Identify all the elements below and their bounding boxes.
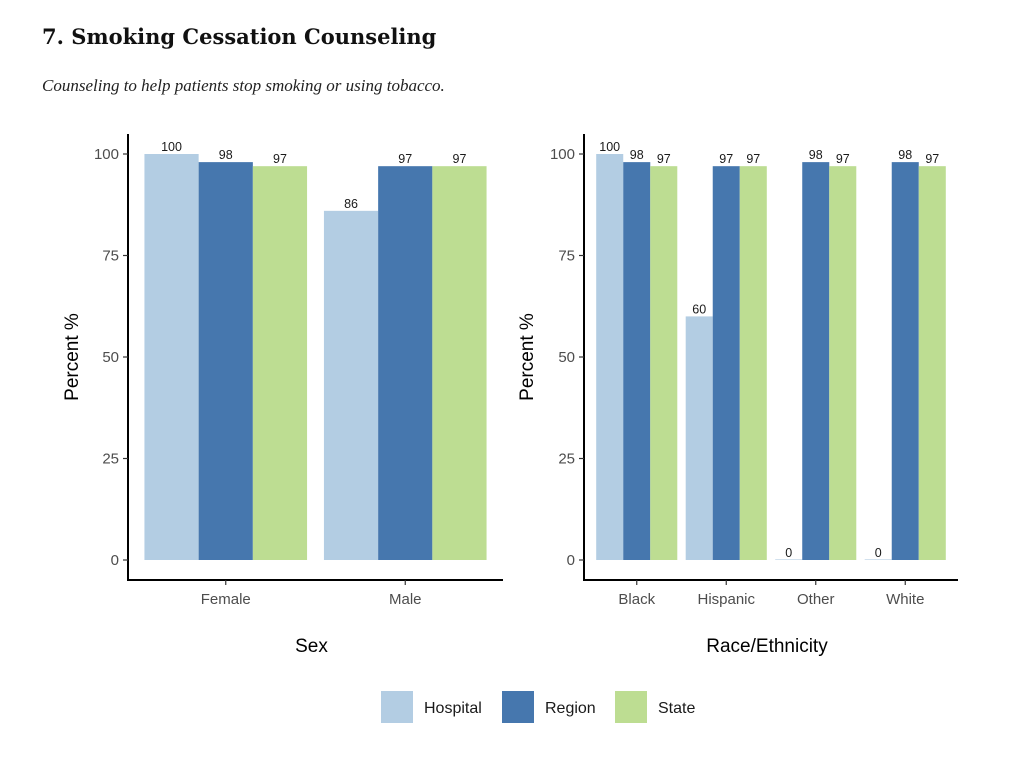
legend-swatch-hospital [381,691,413,723]
y-tick-label: 25 [558,451,575,468]
legend-label-hospital: Hospital [424,700,482,717]
bar-label-other-state: 97 [836,152,850,166]
bar-label-female-region: 98 [219,148,233,162]
bar-label-female-hospital: 100 [161,140,182,154]
bar-black-hospital [596,154,624,560]
bar-label-black-hospital: 100 [599,140,620,154]
bar-black-region [623,162,651,560]
y-tick-label: 0 [111,552,119,569]
bar-male-hospital [323,210,379,560]
x-tick-label-white: White [886,591,924,608]
legend-label-state: State [658,700,695,717]
bar-label-female-state: 97 [273,152,287,166]
bar-label-male-region: 97 [398,152,412,166]
bar-hispanic-state [739,166,767,560]
bar-white-hospital [864,559,892,560]
chart-race-ethnicity: 0 25 50 75 100 100 98 97 Black 60 97 97 Hispanic 0 98 9… [517,134,958,657]
y-tick-label: 75 [558,248,575,265]
bar-female-region [198,162,253,560]
bar-label-other-region: 98 [809,148,823,162]
bar-label-hispanic-hospital: 60 [692,302,706,316]
bar-label-white-region: 98 [898,148,912,162]
x-axis-title: Sex [295,636,328,657]
section-title: 7. Smoking Cessation Counseling [42,24,437,49]
y-tick-label: 50 [102,349,119,366]
bar-label-black-state: 97 [657,152,671,166]
legend-swatch-state [615,691,647,723]
bar-label-black-region: 98 [630,148,644,162]
x-tick-label-female: Female [201,591,251,608]
bar-white-region [891,162,919,560]
bar-hispanic-hospital [685,316,713,560]
bar-hispanic-region [712,166,740,560]
section-subtitle: Counseling to help patients stop smoking… [42,76,445,95]
legend-swatch-region [502,691,534,723]
bar-other-state [829,166,857,560]
y-tick-label: 0 [567,552,575,569]
x-tick-label-other: Other [797,591,835,608]
y-tick-label: 100 [550,146,575,163]
y-tick-label: 50 [558,349,575,366]
bar-label-white-state: 97 [925,152,939,166]
bar-black-state [650,166,678,560]
bar-white-state [918,166,946,560]
x-tick-label-male: Male [389,591,422,608]
x-tick-label-hispanic: Hispanic [697,591,755,608]
bar-label-white-hospital: 0 [875,546,882,560]
legend: Hospital Region State [381,691,695,723]
y-tick-label: 100 [94,146,119,163]
bar-female-state [252,166,308,560]
y-axis-title: Percent % [62,313,83,401]
chart-sex: 0 25 50 75 100 100 98 97 Female 86 97 97 Male Sex Perc… [62,134,503,657]
y-axis-title: Percent % [517,313,538,401]
y-tick-label: 25 [102,451,119,468]
x-axis-title: Race/Ethnicity [706,636,828,657]
bar-label-other-hospital: 0 [785,546,792,560]
bar-other-region [802,162,830,560]
bar-label-male-state: 97 [453,152,467,166]
bar-male-region [378,166,433,560]
bar-male-state [432,166,487,560]
y-tick-label: 75 [102,248,119,265]
bar-female-hospital [144,154,199,560]
bar-label-hispanic-state: 97 [746,152,760,166]
legend-label-region: Region [545,700,596,717]
bar-label-hispanic-region: 97 [719,152,733,166]
x-tick-label-black: Black [618,591,655,608]
bar-other-hospital [775,559,803,560]
bar-label-male-hospital: 86 [344,197,358,211]
